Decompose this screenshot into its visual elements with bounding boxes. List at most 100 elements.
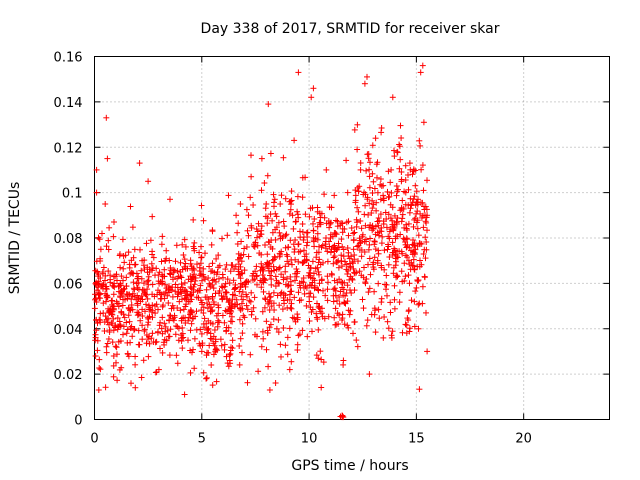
data-point: [378, 224, 385, 231]
data-point: [240, 296, 247, 303]
data-point: [164, 292, 171, 299]
data-point: [327, 219, 334, 226]
data-point: [375, 247, 382, 254]
data-point: [294, 311, 301, 318]
data-point: [279, 306, 286, 313]
data-point: [398, 135, 405, 141]
data-point: [404, 315, 411, 322]
data-point: [203, 374, 210, 381]
data-point: [343, 157, 350, 164]
data-point: [167, 271, 174, 278]
data-point: [125, 249, 132, 256]
data-point: [313, 254, 320, 261]
data-point: [209, 227, 216, 234]
data-point: [361, 80, 368, 87]
data-point: [217, 336, 224, 343]
data-point: [259, 272, 266, 278]
data-point: [381, 314, 388, 320]
data-point: [228, 262, 235, 269]
data-point: [301, 290, 308, 297]
data-point: [275, 265, 282, 272]
data-point: [110, 291, 117, 298]
data-point: [306, 318, 313, 324]
data-point: [233, 212, 240, 219]
data-point: [152, 272, 158, 279]
data-point: [208, 241, 215, 248]
data-point: [161, 266, 168, 273]
data-point: [154, 329, 161, 336]
data-point: [299, 327, 306, 334]
data-point: [266, 239, 273, 246]
data-point: [205, 296, 212, 303]
data-point: [316, 219, 323, 226]
data-point: [213, 378, 220, 385]
data-point: [399, 211, 406, 218]
data-point: [148, 260, 155, 267]
data-point: [143, 340, 150, 347]
data-point: [116, 318, 123, 325]
data-point: [169, 302, 176, 309]
data-point: [383, 216, 390, 222]
y-tick-label: 0.02: [54, 368, 83, 383]
data-point: [282, 268, 289, 275]
data-point: [178, 274, 185, 281]
data-point: [255, 220, 262, 227]
data-point: [369, 142, 376, 149]
data-point: [334, 297, 340, 304]
data-point: [182, 260, 189, 267]
data-point: [295, 332, 302, 339]
data-point: [380, 221, 387, 227]
data-point: [405, 220, 412, 227]
data-point: [194, 261, 200, 268]
data-point: [236, 316, 243, 323]
data-point: [374, 260, 381, 267]
data-point: [295, 258, 302, 265]
data-point: [314, 300, 320, 307]
data-point: [271, 253, 278, 260]
data-point: [152, 310, 159, 317]
data-point: [134, 309, 141, 316]
data-point: [335, 264, 342, 271]
data-point: [277, 290, 284, 297]
data-point: [181, 256, 188, 263]
data-point: [377, 181, 384, 188]
data-point: [193, 326, 200, 333]
data-point: [364, 73, 370, 80]
data-point: [307, 205, 314, 212]
data-point: [316, 280, 323, 287]
data-point: [208, 362, 215, 368]
data-point: [242, 279, 249, 286]
data-point: [104, 292, 110, 299]
data-point: [423, 246, 430, 253]
data-point: [379, 233, 386, 240]
data-point: [295, 69, 302, 76]
data-point: [421, 274, 428, 281]
data-point: [141, 328, 148, 334]
data-point: [144, 264, 151, 271]
data-point: [380, 334, 387, 341]
data-point: [149, 281, 156, 288]
data-point: [131, 327, 137, 334]
data-point: [110, 273, 117, 280]
data-point: [388, 334, 395, 341]
data-point: [374, 174, 380, 181]
data-point: [114, 351, 120, 358]
data-point: [394, 188, 401, 195]
data-point: [129, 290, 136, 297]
data-point: [236, 343, 243, 349]
data-point: [326, 238, 332, 245]
data-point: [128, 380, 134, 387]
data-point: [350, 246, 357, 253]
data-point: [378, 240, 385, 247]
data-point: [104, 155, 111, 162]
data-point: [383, 281, 390, 288]
data-point: [367, 271, 374, 278]
data-point: [110, 315, 117, 322]
data-point: [240, 251, 247, 258]
data-point: [159, 303, 166, 310]
data-point: [393, 183, 400, 189]
data-point: [213, 255, 220, 262]
data-point: [200, 271, 207, 278]
data-point: [228, 304, 235, 311]
